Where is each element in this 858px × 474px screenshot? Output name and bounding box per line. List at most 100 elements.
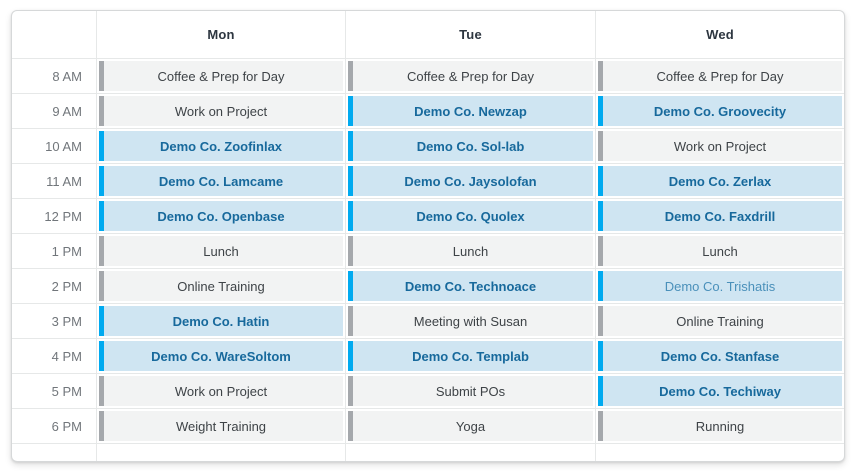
event[interactable]: Submit POs xyxy=(348,376,593,406)
event[interactable]: Meeting with Susan xyxy=(348,306,593,336)
schedule-row: 12 PM Demo Co. Openbase Demo Co. Quolex … xyxy=(12,199,844,234)
empty-time-cell xyxy=(12,444,97,461)
event-label: Demo Co. Newzap xyxy=(414,103,527,119)
event[interactable]: Online Training xyxy=(598,306,842,336)
event-cell: Coffee & Prep for Day xyxy=(346,59,596,94)
event-color-bar xyxy=(99,131,104,161)
time-cell: 6 PM xyxy=(12,409,97,444)
event[interactable]: Demo Co. Hatin xyxy=(99,306,343,336)
time-label: 8 AM xyxy=(52,68,82,84)
event[interactable]: Work on Project xyxy=(598,131,842,161)
event-label: Work on Project xyxy=(673,138,767,154)
event[interactable]: Demo Co. Quolex xyxy=(348,201,593,231)
event-cell: Yoga xyxy=(346,409,596,444)
event-color-bar xyxy=(348,61,353,91)
event-color-bar xyxy=(348,341,353,371)
event-cell: Demo Co. Quolex xyxy=(346,199,596,234)
event-cell: Demo Co. Techiway xyxy=(596,374,844,409)
time-label: 3 PM xyxy=(51,313,82,329)
schedule-card: Mon Tue Wed 8 AM Coffee & Prep for Day C… xyxy=(11,10,845,462)
event-cell: Lunch xyxy=(596,234,844,269)
event[interactable]: Demo Co. Zoofinlax xyxy=(99,131,343,161)
event[interactable]: Work on Project xyxy=(99,96,343,126)
event[interactable]: Lunch xyxy=(348,236,593,266)
trailing-empty-row xyxy=(12,444,844,461)
event-label: Coffee & Prep for Day xyxy=(157,68,285,84)
event[interactable]: Demo Co. WareSoltom xyxy=(99,341,343,371)
event-cell: Demo Co. Technoace xyxy=(346,269,596,304)
event-cell: Demo Co. Faxdrill xyxy=(596,199,844,234)
event[interactable]: Demo Co. Faxdrill xyxy=(598,201,842,231)
time-label: 12 PM xyxy=(44,208,82,224)
event-label: Demo Co. Zoofinlax xyxy=(159,138,283,154)
event[interactable]: Coffee & Prep for Day xyxy=(598,61,842,91)
event[interactable]: Coffee & Prep for Day xyxy=(99,61,343,91)
event[interactable]: Demo Co. Techiway xyxy=(598,376,842,406)
event-cell: Online Training xyxy=(596,304,844,339)
event-color-bar xyxy=(348,306,353,336)
event-color-bar xyxy=(99,271,104,301)
event[interactable]: Demo Co. Lamcame xyxy=(99,166,343,196)
event[interactable]: Weight Training xyxy=(99,411,343,441)
event[interactable]: Lunch xyxy=(598,236,842,266)
event[interactable]: Demo Co. Trishatis xyxy=(598,271,842,301)
event-cell: Demo Co. Trishatis xyxy=(596,269,844,304)
event-color-bar xyxy=(99,96,104,126)
event-label: Weight Training xyxy=(175,418,267,434)
time-label: 10 AM xyxy=(45,138,82,154)
event-color-bar xyxy=(598,306,603,336)
time-cell: 1 PM xyxy=(12,234,97,269)
event[interactable]: Online Training xyxy=(99,271,343,301)
event[interactable]: Demo Co. Zerlax xyxy=(598,166,842,196)
event-label: Demo Co. Technoace xyxy=(404,278,537,294)
event-color-bar xyxy=(348,411,353,441)
event-cell: Demo Co. Groovecity xyxy=(596,94,844,129)
event-color-bar xyxy=(99,376,104,406)
event-label: Yoga xyxy=(455,418,486,434)
event-color-bar xyxy=(598,236,603,266)
event-label: Demo Co. Openbase xyxy=(157,208,285,224)
schedule-row: 8 AM Coffee & Prep for Day Coffee & Prep… xyxy=(12,59,844,94)
event[interactable]: Demo Co. Stanfase xyxy=(598,341,842,371)
event-label: Lunch xyxy=(702,243,738,259)
event-label: Demo Co. WareSoltom xyxy=(151,348,291,364)
event[interactable]: Demo Co. Openbase xyxy=(99,201,343,231)
event-cell: Coffee & Prep for Day xyxy=(97,59,346,94)
event-color-bar xyxy=(99,61,104,91)
schedule-row: 4 PM Demo Co. WareSoltom Demo Co. Templa… xyxy=(12,339,844,374)
schedule-row: 10 AM Demo Co. Zoofinlax Demo Co. Sol-la… xyxy=(12,129,844,164)
event-cell: Demo Co. Sol-lab xyxy=(346,129,596,164)
event-color-bar xyxy=(348,131,353,161)
event-label: Demo Co. Groovecity xyxy=(653,103,787,119)
event-label: Demo Co. Trishatis xyxy=(664,278,776,294)
event[interactable]: Demo Co. Jaysolofan xyxy=(348,166,593,196)
event[interactable]: Demo Co. Newzap xyxy=(348,96,593,126)
event[interactable]: Demo Co. Sol-lab xyxy=(348,131,593,161)
event-color-bar xyxy=(598,201,603,231)
event[interactable]: Work on Project xyxy=(99,376,343,406)
time-cell: 4 PM xyxy=(12,339,97,374)
time-label: 2 PM xyxy=(51,278,82,294)
event[interactable]: Demo Co. Groovecity xyxy=(598,96,842,126)
event-color-bar xyxy=(99,411,104,441)
event-label: Work on Project xyxy=(174,103,268,119)
event[interactable]: Coffee & Prep for Day xyxy=(348,61,593,91)
event-label: Running xyxy=(695,418,745,434)
event-cell: Demo Co. Hatin xyxy=(97,304,346,339)
day-header-mon: Mon xyxy=(97,11,346,59)
schedule-body: 8 AM Coffee & Prep for Day Coffee & Prep… xyxy=(12,59,844,444)
event[interactable]: Demo Co. Technoace xyxy=(348,271,593,301)
event-cell: Demo Co. Stanfase xyxy=(596,339,844,374)
event-cell: Work on Project xyxy=(97,94,346,129)
event-cell: Demo Co. Zoofinlax xyxy=(97,129,346,164)
event-color-bar xyxy=(348,201,353,231)
event[interactable]: Lunch xyxy=(99,236,343,266)
empty-day-cell xyxy=(97,444,346,461)
empty-day-cell xyxy=(596,444,844,461)
event[interactable]: Yoga xyxy=(348,411,593,441)
event-label: Online Training xyxy=(177,278,265,294)
event[interactable]: Running xyxy=(598,411,842,441)
event-label: Demo Co. Stanfase xyxy=(660,348,780,364)
event-color-bar xyxy=(598,411,603,441)
event[interactable]: Demo Co. Templab xyxy=(348,341,593,371)
